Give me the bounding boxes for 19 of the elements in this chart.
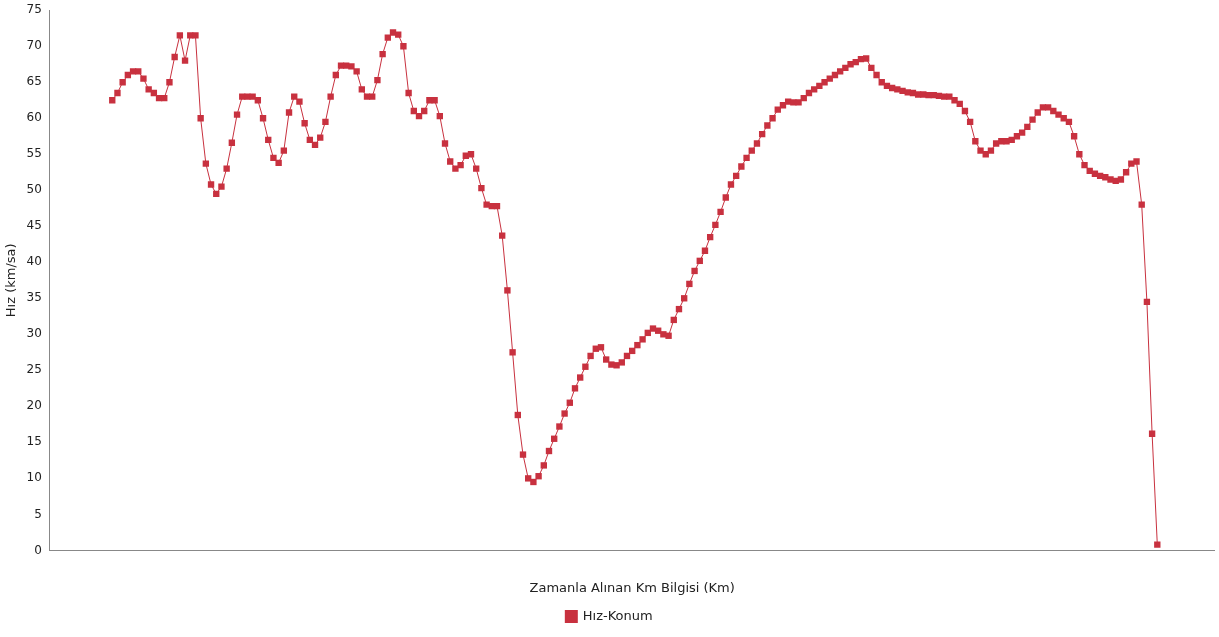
y-tick-label: 75 — [26, 2, 42, 17]
y-tick-label: 25 — [26, 362, 42, 377]
y-tick-label: 10 — [26, 470, 42, 485]
y-tick-label: 50 — [26, 182, 42, 197]
legend-label: Hız-Konum — [582, 607, 653, 623]
y-tick-label: 60 — [26, 110, 42, 125]
y-tick-label: 0 — [34, 542, 42, 557]
y-tick-label: 35 — [26, 290, 42, 305]
y-tick-label: 5 — [34, 506, 42, 521]
y-tick-label: 30 — [26, 326, 42, 341]
y-tick-label: 70 — [26, 38, 42, 53]
y-tick-label: 15 — [26, 434, 42, 449]
y-tick-label: 55 — [26, 146, 42, 161]
y-axis-title: Hız (km/sa) — [3, 243, 19, 318]
y-tick-label: 65 — [26, 74, 42, 89]
y-tick-label: 45 — [26, 218, 42, 233]
x-axis-title: Zamanla Alınan Km Bilgisi (Km) — [529, 579, 735, 595]
y-tick-label: 40 — [26, 254, 42, 269]
y-tick-label: 20 — [26, 398, 42, 413]
